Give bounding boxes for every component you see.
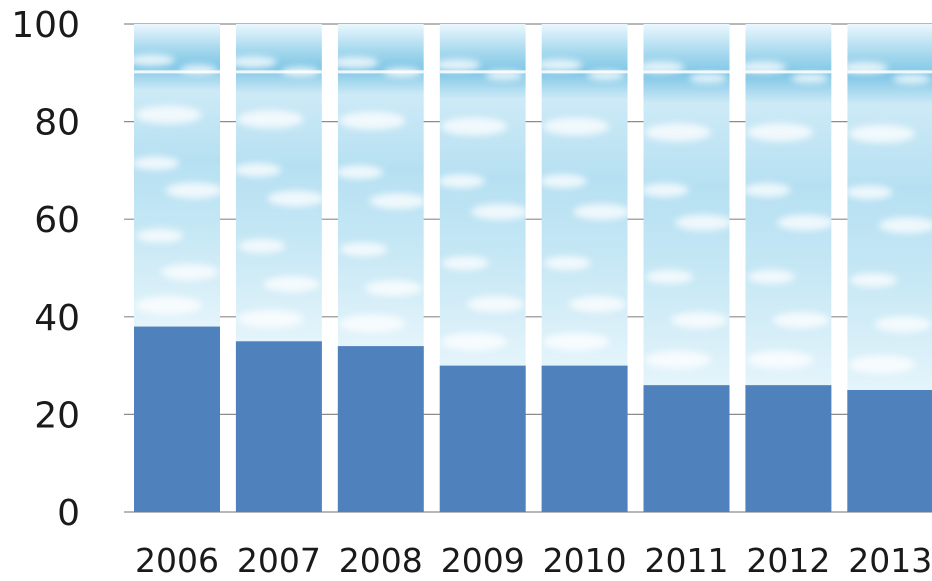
bar-segment-top-2006 xyxy=(134,24,220,327)
bar-segment-bottom-2008 xyxy=(337,346,424,512)
bar-segment-bottom-2011 xyxy=(643,385,730,512)
x-tick-label-2013: 2013 xyxy=(848,541,932,580)
bar-segment-top-2013 xyxy=(847,24,932,390)
x-tick-label-2012: 2012 xyxy=(746,541,830,580)
bar-segment-top-2007 xyxy=(235,24,322,342)
x-tick-label-2011: 2011 xyxy=(645,541,729,580)
x-tick-label-2008: 2008 xyxy=(339,541,423,580)
bar-segment-bottom-2013 xyxy=(847,390,932,512)
bar-segment-top-2011 xyxy=(643,24,730,386)
bars xyxy=(134,24,932,512)
x-tick-label-2010: 2010 xyxy=(543,541,627,580)
y-tick-label: 80 xyxy=(34,103,80,144)
y-tick-label: 60 xyxy=(34,200,80,241)
y-tick-label: 20 xyxy=(34,395,80,436)
bar-segment-top-2008 xyxy=(337,24,424,347)
bar-segment-bottom-2012 xyxy=(745,385,832,512)
bar-segment-top-2012 xyxy=(745,24,832,386)
bar-segment-top-2010 xyxy=(541,24,628,366)
bar-segment-bottom-2010 xyxy=(541,365,628,512)
y-tick-label: 0 xyxy=(57,493,80,534)
bar-segment-bottom-2006 xyxy=(134,326,220,512)
bar-segment-bottom-2007 xyxy=(235,341,322,512)
x-tick-label-2007: 2007 xyxy=(237,541,321,580)
bar-segment-top-2009 xyxy=(439,24,526,366)
x-tick-label-2009: 2009 xyxy=(441,541,525,580)
y-axis: 0 20 40 60 80 100 xyxy=(11,5,80,534)
x-axis: 2006 2007 2008 2009 2010 2011 2012 2013 xyxy=(135,541,932,580)
y-tick-label: 100 xyxy=(11,5,80,46)
y-tick-label: 40 xyxy=(34,298,80,339)
bar-segment-bottom-2009 xyxy=(439,365,526,512)
x-tick-label-2006: 2006 xyxy=(135,541,219,580)
